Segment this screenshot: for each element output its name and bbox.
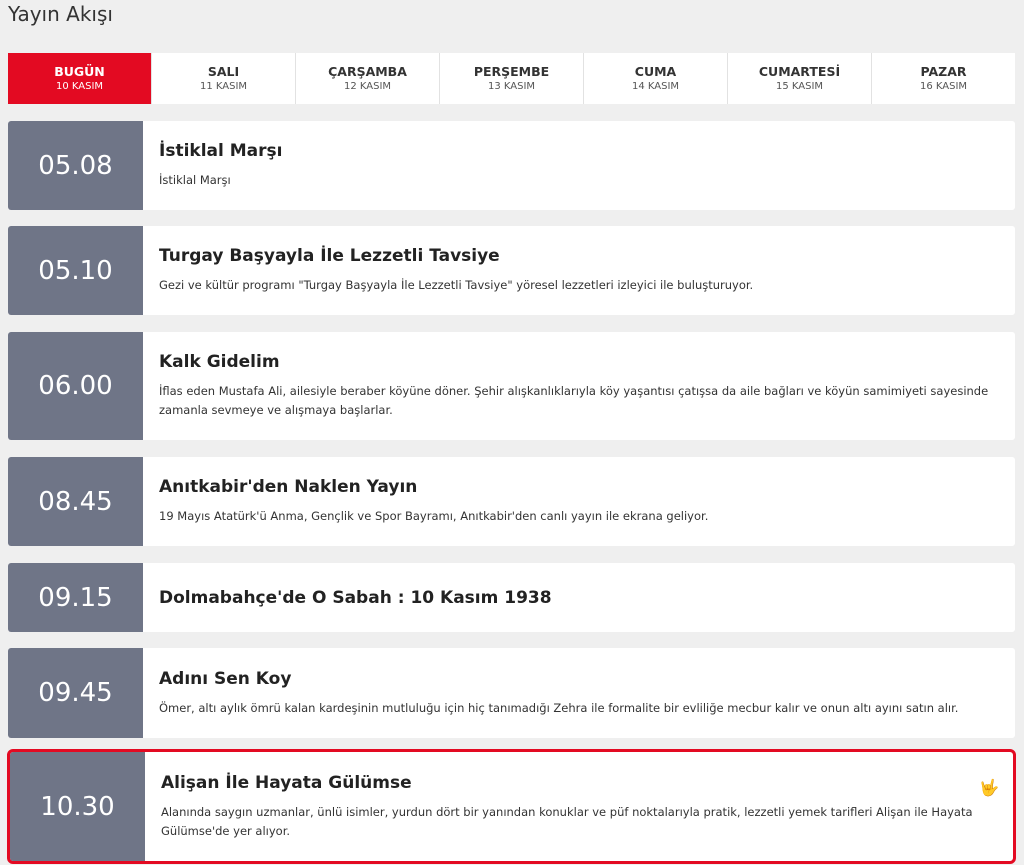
- tab-sali[interactable]: SALI 11 KASIM: [152, 53, 296, 104]
- program-time: 09.45: [8, 648, 143, 738]
- program-desc: 19 Mayıs Atatürk'ü Anma, Gençlik ve Spor…: [159, 509, 709, 523]
- tab-carsamba[interactable]: ÇARŞAMBA 12 KASIM: [296, 53, 440, 104]
- tab-date: 15 KASIM: [775, 81, 824, 92]
- program-time: 05.10: [8, 226, 143, 315]
- program-title: Anıtkabir'den Naklen Yayın: [159, 477, 418, 497]
- program-time: 09.15: [8, 563, 143, 632]
- program-time: 06.00: [8, 332, 143, 440]
- tab-day: PAZAR: [920, 64, 967, 79]
- tab-date: 11 KASIM: [199, 81, 248, 92]
- tab-cuma[interactable]: CUMA 14 KASIM: [584, 53, 728, 104]
- program-title: Adını Sen Koy: [159, 668, 292, 689]
- program-title: Kalk Gidelim: [159, 352, 280, 372]
- program-time: 10.30: [10, 752, 145, 861]
- sign-language-icon: 🤟: [979, 778, 999, 797]
- tab-pazar[interactable]: PAZAR 16 KASIM: [872, 53, 1015, 104]
- program-row[interactable]: 09.15 Dolmabahçe'de O Sabah : 10 Kasım 1…: [8, 563, 1015, 632]
- program-desc: Alanında saygın uzmanlar, ünlü isimler, …: [161, 804, 973, 838]
- page-title: Yayın Akışı: [8, 2, 113, 26]
- tab-day: CUMA: [634, 64, 677, 79]
- program-row[interactable]: 08.45 Anıtkabir'den Naklen Yayın 19 Mayıs…: [8, 457, 1015, 546]
- program-desc: İflas eden Mustafa Ali, ailesiyle berabe…: [159, 384, 989, 417]
- day-tabs: BUGÜN 10 KASIM SALI 11 KASIM ÇARŞAMBA 12 KA…: [8, 53, 1015, 104]
- tab-day: ÇARŞAMBA: [328, 64, 407, 79]
- tab-persembe[interactable]: PERŞEMBE 13 KASIM: [440, 53, 584, 104]
- program-desc: İstiklal Marşı: [159, 173, 231, 187]
- tab-day: PERŞEMBE: [473, 64, 550, 79]
- tab-date: 12 KASIM: [343, 81, 392, 92]
- program-desc: Gezi ve kültür programı "Turgay Başyayla…: [159, 278, 754, 292]
- tab-bugun[interactable]: BUGÜN 10 KASIM: [8, 53, 152, 104]
- tab-cumartesi[interactable]: CUMARTESİ 15 KASIM: [728, 53, 872, 104]
- program-title: İstiklal Marşı: [159, 141, 283, 161]
- program-time: 08.45: [8, 457, 143, 546]
- program-row[interactable]: 05.08 İstiklal Marşı İstiklal Marşı: [8, 121, 1015, 210]
- tab-date: 10 KASIM: [55, 81, 104, 92]
- program-row[interactable]: 05.10 Turgay Başyayla İle Lezzetli Tavsi…: [8, 226, 1015, 315]
- tab-day: SALI: [207, 64, 240, 79]
- program-row-highlighted[interactable]: 10.30 Alişan İle Hayata Gülümse Alanında …: [7, 749, 1016, 864]
- tab-date: 13 KASIM: [487, 81, 536, 92]
- program-title: Dolmabahçe'de O Sabah : 10 Kasım 1938: [159, 587, 552, 608]
- tab-day: CUMARTESİ: [758, 64, 841, 79]
- program-row[interactable]: 06.00 Kalk Gidelim İflas eden Mustafa Ali…: [8, 332, 1015, 440]
- program-title: Alişan İle Hayata Gülümse: [161, 772, 412, 793]
- tab-date: 16 KASIM: [919, 81, 968, 92]
- tab-date: 14 KASIM: [631, 81, 680, 92]
- program-time: 05.08: [8, 121, 143, 210]
- program-title: Turgay Başyayla İle Lezzetli Tavsiye: [159, 246, 500, 266]
- program-row[interactable]: 09.45 Adını Sen Koy Ömer, altı aylık ömrü…: [8, 648, 1015, 738]
- program-desc: Ömer, altı aylık ömrü kalan kardeşinin m…: [159, 700, 959, 715]
- tab-day: BUGÜN: [54, 64, 105, 79]
